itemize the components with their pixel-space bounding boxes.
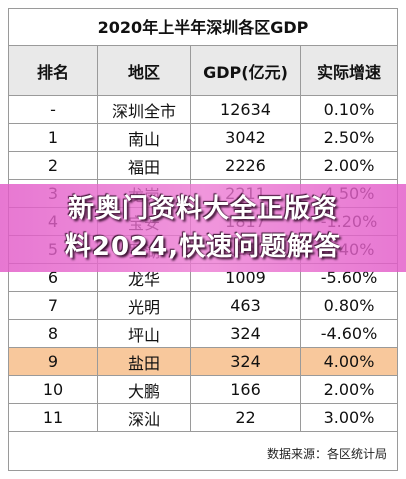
table-cell: 463 — [191, 292, 301, 319]
table-cell: 4.00% — [323, 352, 375, 371]
banner-text: 新奥门资料大全正版资 — [67, 194, 338, 224]
source-note: 数据来源：各区统计局 — [266, 447, 387, 461]
table-cell: 11 — [9, 404, 98, 431]
overlay-banner: 新奥门资料大全正版资 料2024,快速问题解答 — [0, 184, 406, 272]
table-cell: 6 — [9, 264, 98, 291]
table-cell: 10 — [9, 376, 98, 403]
table-cell: 1 — [9, 124, 98, 151]
data-row: 10 大鹏 166 2.00% — [9, 376, 397, 404]
table-cell: 1009 — [191, 264, 301, 291]
table-cell: 8 — [9, 320, 98, 347]
table-cell: 坪山 — [98, 320, 191, 347]
table-cell: 2 — [9, 152, 98, 179]
data-row: 11 深汕 22 3.00% — [9, 404, 397, 432]
data-row: - 深圳全市 12634 0.10% — [9, 96, 397, 124]
table-cell: 2.00% — [323, 156, 375, 175]
table-cell: 0.10% — [323, 100, 375, 119]
data-row: 9 盐田 324 4.00% — [9, 348, 397, 376]
data-row: 1 南山 3042 2.50% — [9, 124, 397, 152]
table-cell: 2.50% — [323, 128, 375, 147]
data-row: 8 坪山 324 -4.60% — [9, 320, 397, 348]
table-cell: 3.00% — [323, 408, 375, 427]
table-cell: 324 — [191, 320, 301, 347]
table-cell: 龙华 — [98, 264, 191, 291]
table-cell: 深汕 — [98, 404, 191, 431]
data-row: 2 福田 2226 2.00% — [9, 152, 397, 180]
table-cell: 盐田 — [98, 348, 191, 375]
table-cell: 排名 — [9, 46, 98, 95]
banner-text: 料2024,快速问题解答 — [64, 232, 342, 262]
table-cell: 324 — [191, 348, 301, 375]
data-row: 6 龙华 1009 -5.60% — [9, 264, 397, 292]
table-cell: 22 — [191, 404, 301, 431]
table-cell: 大鹏 — [98, 376, 191, 403]
table-cell: 光明 — [98, 292, 191, 319]
table-cell: GDP(亿元) — [191, 46, 301, 95]
table-title: 2020年上半年深圳各区GDP — [9, 9, 397, 46]
header-row: 排名 地区 GDP(亿元) 实际增速 — [9, 46, 397, 96]
table-cell: 南山 — [98, 124, 191, 151]
table-cell: 2.00% — [323, 380, 375, 399]
table-cell: 0.80% — [323, 296, 375, 315]
table-cell: 2226 — [191, 152, 301, 179]
table-cell: 3042 — [191, 124, 301, 151]
table-cell: - — [9, 96, 98, 123]
table-cell: 166 — [191, 376, 301, 403]
table-cell: 深圳全市 — [98, 96, 191, 123]
table-cell: 实际增速 — [316, 62, 381, 82]
table-cell: -4.60% — [320, 324, 378, 343]
table-cell: 7 — [9, 292, 98, 319]
table-cell: 9 — [9, 348, 98, 375]
table-cell: 地区 — [98, 46, 191, 95]
table-cell: -5.60% — [320, 268, 378, 287]
table-cell: 12634 — [191, 96, 301, 123]
data-row: 7 光明 463 0.80% — [9, 292, 397, 320]
table-cell: 福田 — [98, 152, 191, 179]
